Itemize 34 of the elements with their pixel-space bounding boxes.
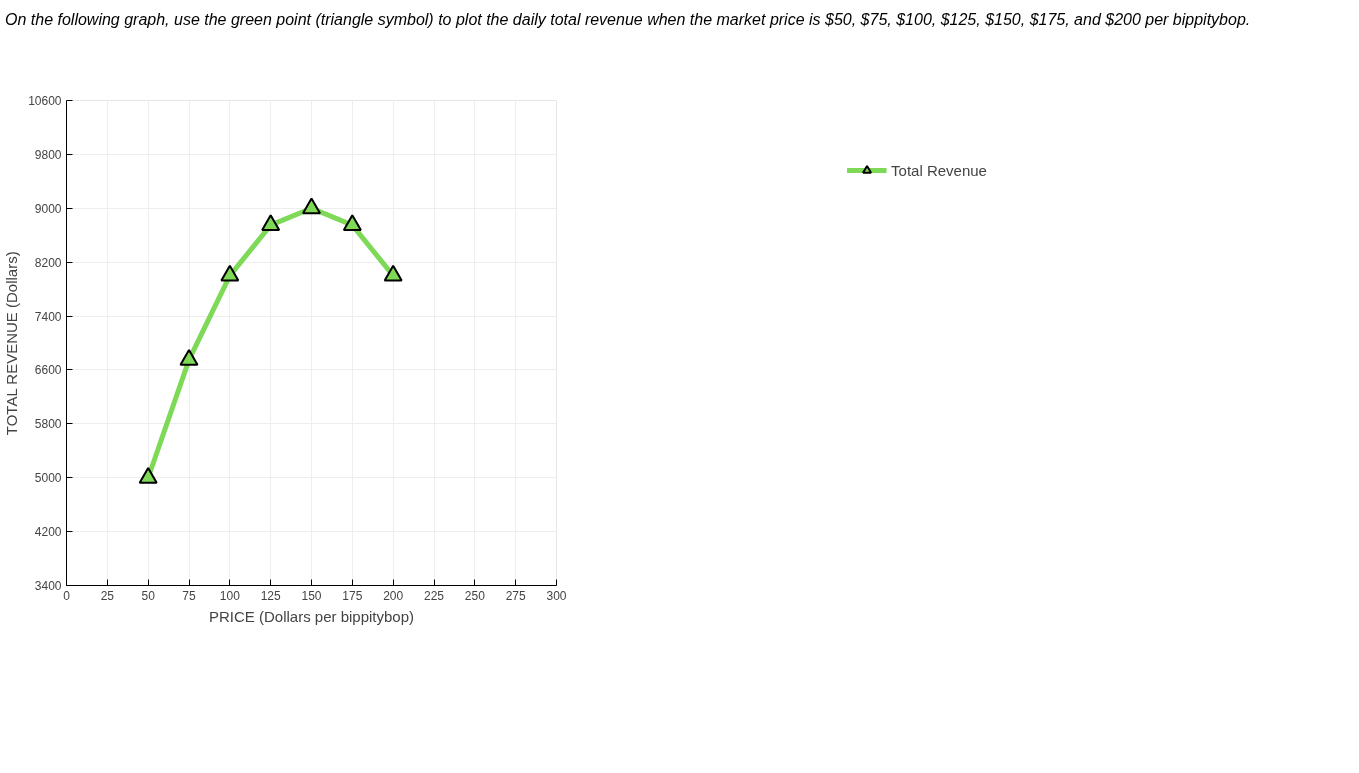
point [138, 466, 158, 484]
x-tick-label: 300 [546, 588, 567, 603]
x-tick-label: 125 [260, 588, 281, 603]
x-tick-label: 200 [383, 588, 404, 603]
x-tick-label: 0 [63, 588, 71, 603]
text: On the following graph, use the green point (triangle symbol) to plot the daily total revenue when the market price is $50, $75, $100, $125, $150, $175, and $200 per bippitybop. [5, 10, 1251, 30]
y-tick-label: 9000 [34, 201, 62, 216]
x-tick-label: 250 [464, 588, 486, 603]
x-tick-label: 25 [100, 588, 115, 603]
x-tick-label: 175 [342, 588, 363, 603]
point [179, 349, 199, 366]
x-tick-label: 75 [182, 588, 196, 603]
y-tick-label: 5000 [34, 471, 62, 486]
y-tick-label: 5800 [34, 417, 62, 432]
legend-label: Total Revenue [891, 161, 987, 179]
x-tick-label: 100 [219, 588, 241, 603]
x-tick-label: 225 [423, 588, 445, 603]
y-tick-label: 4200 [34, 525, 62, 540]
y-tick-label: 10600 [28, 94, 62, 108]
x-tick-label: 150 [301, 588, 322, 603]
point [220, 264, 240, 282]
y-tick-label: 6600 [34, 363, 62, 378]
y-tick-label: 9800 [34, 147, 62, 162]
point [342, 214, 362, 232]
point [383, 264, 403, 282]
y-tick-label: 8200 [34, 255, 62, 270]
y-tick-label: 3400 [34, 579, 62, 593]
x-tick-label: 275 [505, 588, 526, 603]
x-axis-title: PRICE (Dollars per bippitybop) [208, 607, 415, 625]
point [302, 197, 321, 215]
point [261, 214, 281, 232]
y-axis-title: TOTAL REVENUE (Dollars) [3, 251, 21, 436]
x-tick-label: 50 [141, 588, 156, 603]
y-tick-label: 7400 [34, 309, 62, 324]
